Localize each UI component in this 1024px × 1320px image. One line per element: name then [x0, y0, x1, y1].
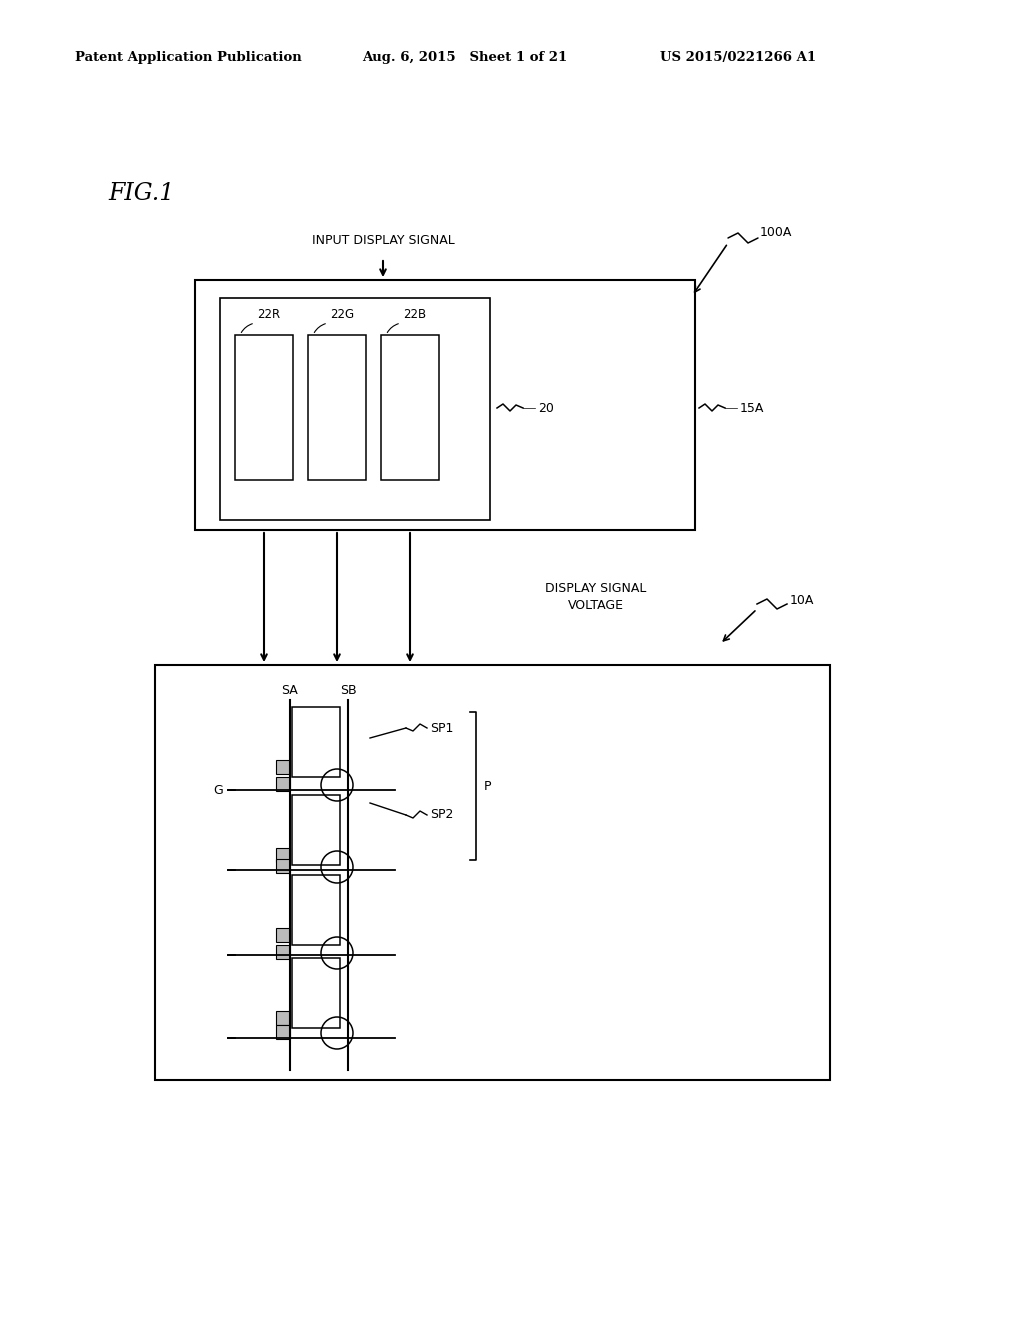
Bar [234, 335, 293, 480]
Bar [220, 298, 490, 520]
Bar [276, 777, 290, 791]
Bar [276, 1011, 290, 1026]
Text: 22B: 22B [403, 309, 426, 322]
Text: Aug. 6, 2015   Sheet 1 of 21: Aug. 6, 2015 Sheet 1 of 21 [362, 51, 567, 65]
Text: DISPLAY SIGNAL
VOLTAGE: DISPLAY SIGNAL VOLTAGE [545, 582, 646, 612]
Text: 10A: 10A [790, 594, 814, 606]
Bar [292, 875, 340, 945]
Bar [381, 335, 439, 480]
Bar [308, 335, 366, 480]
Text: 15A: 15A [740, 401, 764, 414]
Bar [276, 859, 290, 873]
Bar [276, 760, 290, 774]
Text: 22G: 22G [330, 309, 354, 322]
Text: SP1: SP1 [430, 722, 454, 734]
Bar [292, 958, 340, 1028]
Bar [276, 945, 290, 960]
Text: Patent Application Publication: Patent Application Publication [75, 51, 302, 65]
Bar [292, 795, 340, 865]
Text: SP2: SP2 [430, 808, 454, 821]
Bar [195, 280, 695, 531]
Text: FIG.1: FIG.1 [108, 181, 174, 205]
Text: INPUT DISPLAY SIGNAL: INPUT DISPLAY SIGNAL [311, 234, 455, 247]
Bar [276, 928, 290, 942]
Text: G: G [213, 784, 223, 796]
Bar [276, 1026, 290, 1039]
Text: 20: 20 [538, 401, 554, 414]
Text: SB: SB [340, 684, 356, 697]
Bar [292, 708, 340, 777]
Text: P: P [484, 780, 492, 792]
Text: 100A: 100A [760, 226, 793, 239]
Bar [155, 665, 830, 1080]
Text: SA: SA [282, 684, 298, 697]
Text: US 2015/0221266 A1: US 2015/0221266 A1 [660, 51, 816, 65]
Bar [276, 847, 290, 862]
Text: 22R: 22R [257, 309, 281, 322]
